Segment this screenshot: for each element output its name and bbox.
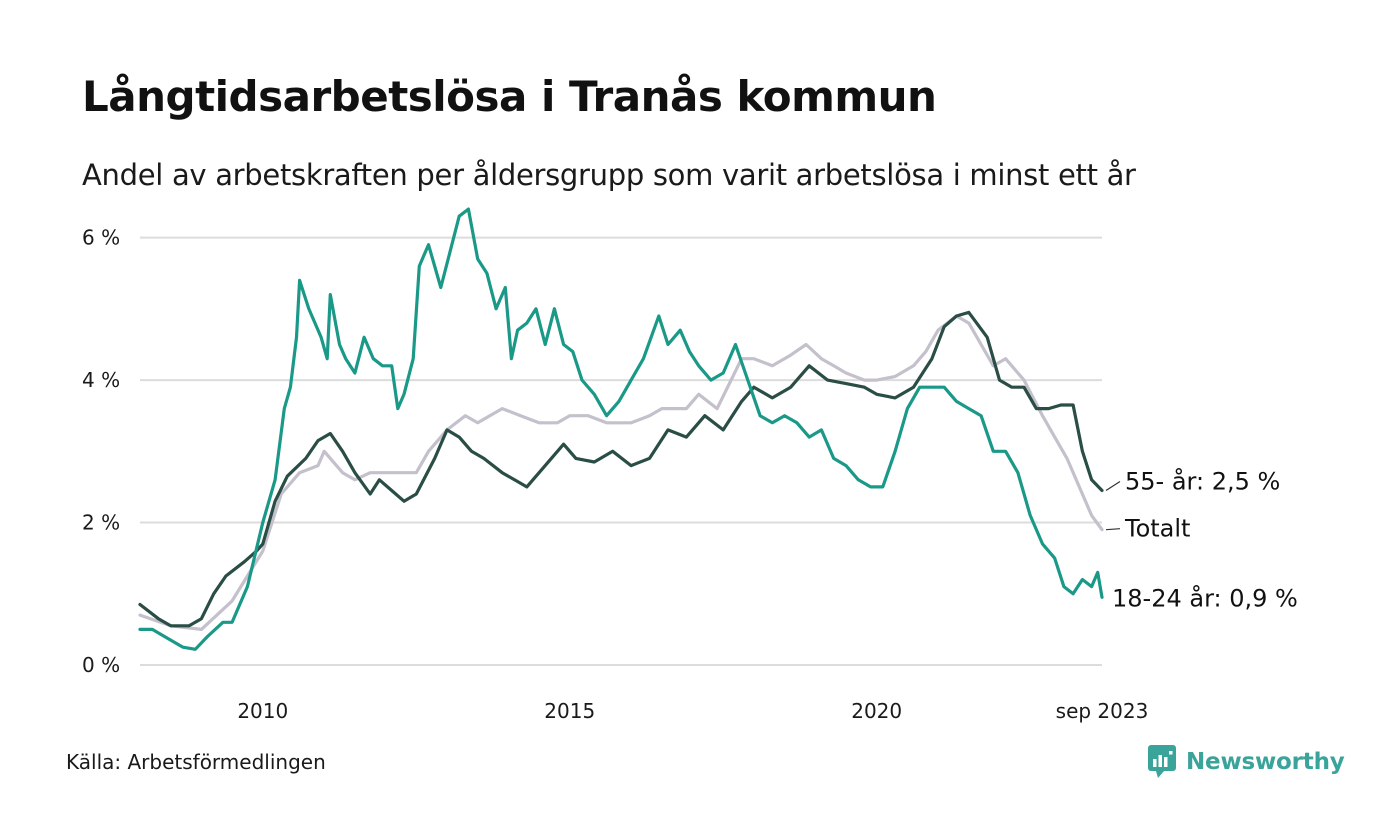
- newsworthy-logo-icon: [1148, 745, 1176, 778]
- label-leader-line: [1105, 528, 1121, 531]
- label-leader-line: [1105, 480, 1121, 491]
- source-note: Källa: Arbetsförmedlingen: [66, 750, 326, 774]
- chart-title: Långtidsarbetslösa i Tranås kommun: [82, 72, 937, 121]
- y-tick-label: 4 %: [82, 368, 120, 392]
- x-tick-label: 2020: [851, 699, 902, 723]
- series-line: [138, 207, 1104, 651]
- y-tick-label: 6 %: [82, 226, 120, 250]
- series-end-label: Totalt: [1124, 515, 1190, 543]
- brand-logo: Newsworthy: [1148, 745, 1345, 779]
- x-tick-label: 2015: [544, 699, 595, 723]
- y-tick-label: 0 %: [82, 653, 120, 677]
- series-line: [138, 310, 1104, 628]
- x-tick-label: 2010: [237, 699, 288, 723]
- brand-name: Newsworthy: [1186, 749, 1345, 775]
- series-end-label: 55- år: 2,5 %: [1125, 466, 1280, 495]
- series-line: [138, 314, 1104, 631]
- series-end-label: 18-24 år: 0,9 %: [1112, 583, 1298, 612]
- x-tick-label: sep 2023: [1056, 699, 1149, 723]
- chart-subtitle: Andel av arbetskraften per åldersgrupp s…: [82, 158, 1136, 192]
- y-tick-label: 2 %: [82, 511, 120, 535]
